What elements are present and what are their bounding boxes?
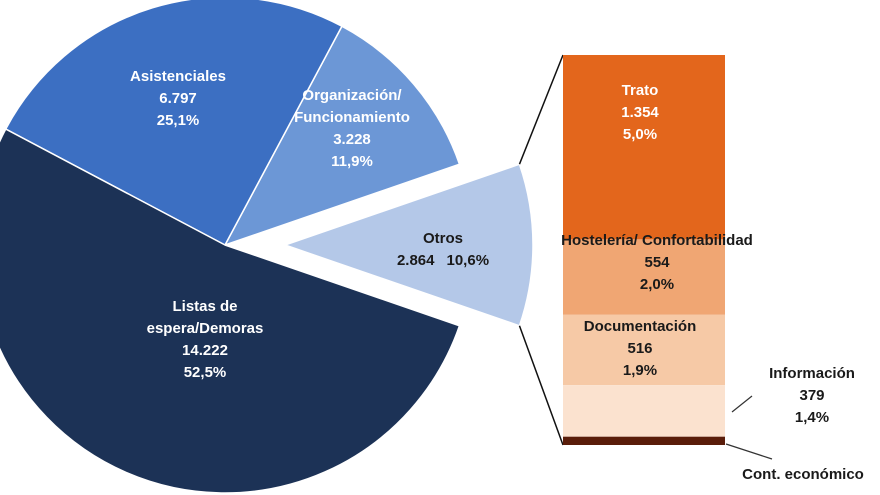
bar-segment (563, 314, 725, 386)
bar-segment (563, 436, 725, 445)
leader-line (731, 395, 753, 413)
pie-slice (282, 163, 534, 327)
segment-value: 516 (627, 340, 653, 357)
slice-value: 14.222 (182, 342, 228, 359)
slice-percent: 25,1% (156, 112, 200, 129)
slice-label: Organización/ Funcionamiento 3.228 11,9% (287, 85, 417, 173)
slice-name: Listas de espera/Demoras (146, 298, 264, 337)
slice-value: 3.228 (333, 131, 371, 148)
connector-line (518, 325, 564, 446)
connector-line (518, 54, 564, 165)
slice-percent: 10,6% (446, 252, 490, 269)
slice-value: 2.864 (396, 252, 435, 269)
segment-name: Documentación (583, 318, 697, 335)
segment-percent: 1,9% (622, 362, 658, 379)
slice-label: Listas de espera/Demoras 14.222 52,5% (143, 296, 268, 384)
slice-percent: 52,5% (183, 364, 227, 381)
slice-values: 2.864 10,6% (397, 250, 489, 272)
segment-name: Información (769, 365, 855, 382)
pie-slice (4, 0, 343, 247)
slice-name: Asistenciales (130, 68, 226, 85)
segment-name: Trato (621, 82, 659, 99)
segment-percent: 2,0% (639, 276, 675, 293)
segment-label: Hostelería/ Confortabilidad 554 2,0% (561, 230, 753, 296)
segment-name: Hostelería/ Confortabilidad (561, 232, 753, 249)
leader-line (725, 443, 773, 460)
segment-label: Información 379 1,4% (769, 363, 855, 429)
segment-value: 554 (644, 254, 670, 271)
segment-label: Documentación 516 1,9% (584, 316, 697, 382)
slice-label: Asistenciales 6.797 25,1% (130, 66, 226, 132)
segment-percent: 5,0% (622, 126, 658, 143)
slice-name: Otros (422, 230, 463, 247)
bar-segment (563, 55, 725, 240)
slice-value: 6.797 (159, 90, 197, 107)
bar-segment (563, 239, 725, 315)
slice-percent: 11,9% (331, 153, 373, 170)
pie-slice (223, 25, 461, 247)
slice-name: Organización/ Funcionamiento (294, 87, 410, 126)
segment-value: 1.354 (621, 104, 659, 121)
segment-percent: 1,4% (794, 409, 830, 426)
segment-name: Cont. económico (742, 466, 864, 483)
slice-label: Otros 2.864 10,6% (397, 228, 489, 272)
pie-slice (0, 128, 461, 494)
segment-label: Trato 1.354 5,0% (621, 80, 659, 146)
segment-value: 379 (799, 387, 825, 404)
segment-label: Cont. económico (742, 464, 864, 486)
bar-segment (563, 385, 725, 437)
